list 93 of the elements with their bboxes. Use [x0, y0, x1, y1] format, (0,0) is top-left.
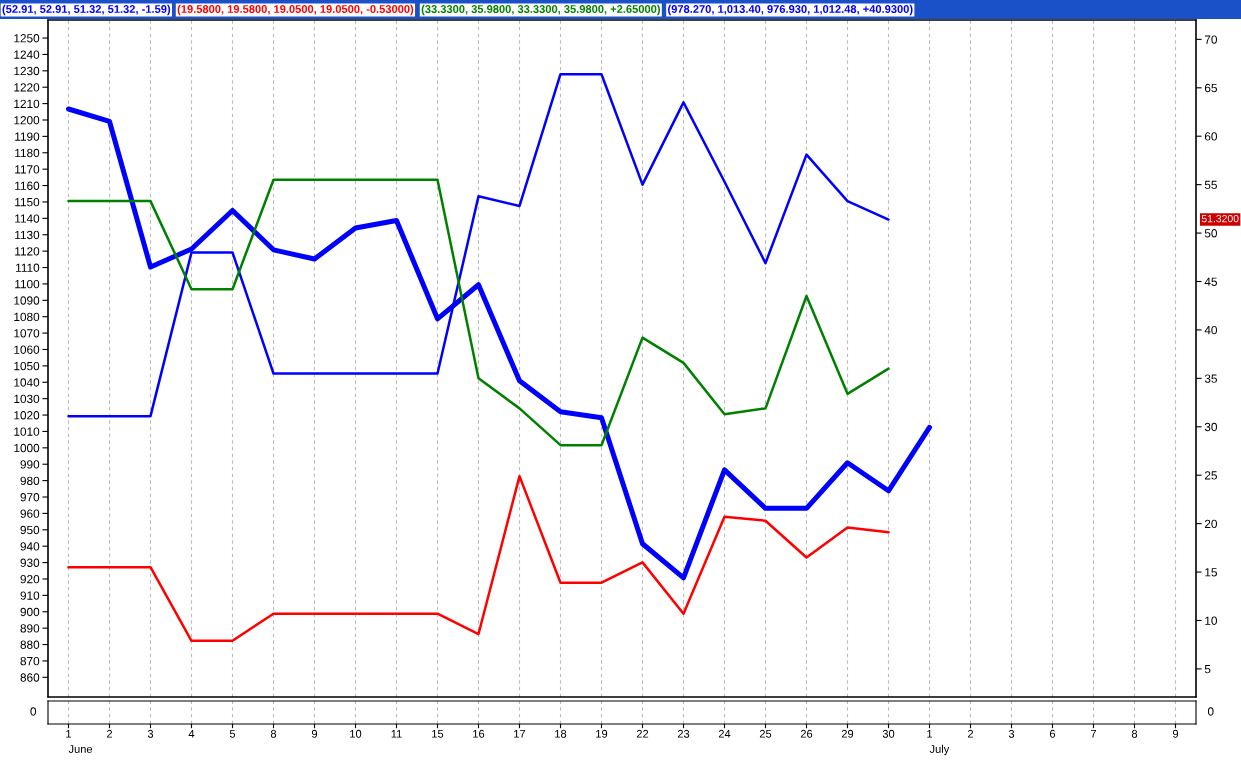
- y-tick-label: 1020: [14, 411, 40, 420]
- x-tick-label: 8: [270, 729, 277, 738]
- y-tick-label: 930: [20, 558, 40, 567]
- y-tick-label: 920: [20, 575, 40, 584]
- y2-tick-label: 5: [1204, 665, 1211, 674]
- text: 51.3200: [1201, 214, 1239, 223]
- y-tick-label: 1230: [14, 66, 40, 76]
- y-tick-label: 880: [20, 640, 40, 649]
- y2-tick-label: 45: [1204, 277, 1217, 286]
- y-tick-label: 970: [20, 493, 40, 502]
- text: 0: [30, 707, 37, 716]
- text: 0: [1207, 707, 1214, 716]
- y-tick-label: 1130: [15, 230, 40, 240]
- y2-tick-label: 40: [1204, 325, 1217, 335]
- y2-tick-label: 50: [1204, 229, 1217, 238]
- x-tick-label: 6: [1049, 729, 1056, 738]
- y-tick-label: 1040: [14, 378, 40, 387]
- x-tick-label: 8: [1131, 729, 1138, 738]
- text: (33.3300, 35.9800, 33.3300, 35.9800, +2.65000): [421, 4, 660, 16]
- y-tick-label: 870: [20, 656, 40, 666]
- y-tick-label: 1100: [15, 279, 40, 289]
- y-tick-label: 990: [20, 460, 40, 469]
- y2-tick-label: 60: [1204, 132, 1217, 141]
- y-tick-label: 1090: [14, 296, 40, 305]
- x-tick-label: 1: [927, 729, 933, 738]
- x-tick-label: 2: [106, 729, 113, 738]
- x-tick-label: 18: [555, 729, 567, 738]
- y-tick-label: 1080: [14, 312, 40, 322]
- x-tick-label: 10: [350, 729, 362, 738]
- y-tick-label: 980: [20, 476, 40, 486]
- y2-tick-label: 25: [1204, 471, 1217, 480]
- x-tick-label: 30: [882, 729, 895, 738]
- y-tick-label: 1110: [16, 263, 40, 272]
- line-series: [67, 474, 890, 643]
- y-tick-label: 1140: [15, 214, 40, 223]
- y-tick-label: 1240: [14, 50, 40, 59]
- y2-tick-label: 15: [1205, 568, 1217, 577]
- x-tick-label: 19: [596, 729, 608, 738]
- y-tick-label: 1060: [14, 345, 40, 354]
- y-tick-label: 1000: [14, 443, 40, 453]
- y-tick-label: 940: [20, 542, 40, 551]
- y-tick-label: 1030: [14, 394, 40, 404]
- x-tick-label: 4: [188, 729, 195, 738]
- y-tick-label: 1120: [15, 247, 40, 256]
- y-tick-label: 1210: [14, 99, 40, 108]
- x-tick-label: 7: [1090, 729, 1097, 738]
- text: July: [929, 744, 950, 756]
- y-tick-label: 1180: [15, 148, 40, 158]
- x-tick-label: 25: [759, 729, 772, 738]
- y2-tick-label: 65: [1204, 83, 1217, 93]
- x-tick-label: 9: [1172, 729, 1179, 738]
- y-tick-label: 1010: [14, 427, 40, 436]
- x-tick-label: 22: [636, 729, 649, 738]
- y-tick-label: 1070: [14, 329, 40, 338]
- x-tick-label: 24: [718, 729, 731, 738]
- text: (19.5800, 19.5800, 19.0500, 19.0500, -0.53000): [177, 4, 414, 16]
- y-tick-label: 1200: [14, 116, 40, 125]
- y2-tick-label: 20: [1204, 519, 1217, 529]
- x-tick-label: 3: [147, 729, 154, 738]
- y-tick-label: 1050: [14, 361, 40, 371]
- x-tick-label: 3: [1008, 729, 1015, 738]
- y-tick-label: 1160: [15, 181, 40, 190]
- y-tick-label: 1220: [14, 83, 40, 92]
- y-tick-label: 860: [20, 673, 40, 682]
- x-tick-label: 5: [229, 729, 236, 738]
- x-tick-label: 1: [66, 729, 72, 738]
- x-tick-label: 11: [391, 729, 402, 738]
- y2-tick-label: 10: [1205, 616, 1217, 625]
- y-tick-label: 950: [20, 525, 40, 535]
- x-tick-label: 23: [677, 729, 690, 738]
- y-tick-label: 900: [20, 607, 40, 617]
- x-tick-label: 9: [311, 729, 318, 738]
- x-tick-label: 2: [967, 729, 974, 738]
- x-tick-label: 29: [841, 729, 854, 738]
- y-tick-label: 960: [20, 509, 40, 518]
- line-series: [67, 178, 890, 447]
- y-tick-label: 910: [20, 591, 40, 600]
- x-tick-label: 15: [432, 729, 444, 738]
- y-tick-label: 890: [20, 624, 40, 633]
- y-tick-label: 1170: [15, 165, 40, 174]
- y-tick-label: 1150: [15, 197, 40, 207]
- y-tick-label: 1250: [14, 34, 40, 43]
- text: (978.270, 1,013.40, 976.930, 1,012.48, +40.9300): [668, 4, 913, 16]
- y-tick-label: 1190: [15, 132, 40, 141]
- text: (52.91, 52.91, 51.32, 51.32, -1.59): [2, 4, 171, 16]
- y2-tick-label: 55: [1204, 180, 1217, 190]
- x-tick-label: 26: [800, 729, 813, 738]
- text: June: [68, 745, 93, 753]
- x-tick-label: 17: [514, 729, 526, 738]
- y2-tick-label: 35: [1204, 374, 1217, 383]
- x-tick-label: 16: [473, 729, 485, 738]
- y2-tick-label: 70: [1204, 35, 1217, 44]
- y2-tick-label: 30: [1204, 422, 1217, 432]
